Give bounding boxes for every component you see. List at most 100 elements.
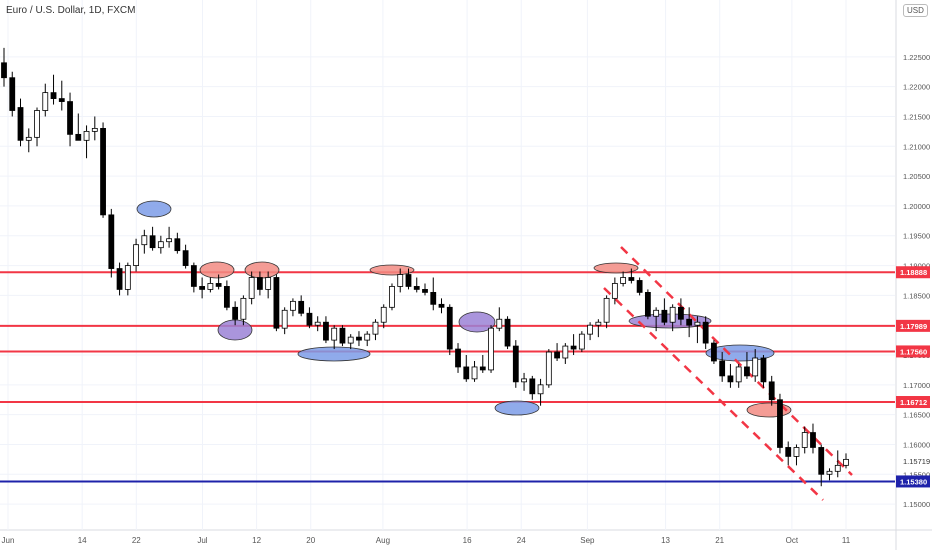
candle-up <box>124 265 131 290</box>
candle-down <box>67 101 73 135</box>
x-tick-label: Sep <box>580 536 595 545</box>
candle-up <box>364 333 371 341</box>
price-tag-label: 1.17989 <box>900 322 927 331</box>
price-tags: 1.18888 1.17989 1.17560 1.16712 1.15380 1.157… <box>896 266 930 488</box>
chart-title: Euro / U.S. Dollar, 1D, FXCM <box>6 5 136 16</box>
candle-up <box>141 235 148 246</box>
candle-down <box>232 306 239 320</box>
x-tick-label: 16 <box>463 536 472 545</box>
candle-down <box>306 312 313 326</box>
candle-up <box>372 321 379 335</box>
candle-down <box>529 378 536 395</box>
candle-down <box>405 274 412 287</box>
candle-down <box>727 375 734 383</box>
candle-up <box>801 432 808 448</box>
candle-up <box>587 324 593 335</box>
y-tick-label: 1.21000 <box>903 142 930 151</box>
x-tick-label: 14 <box>78 536 87 545</box>
candle-down <box>190 265 197 287</box>
candle-down <box>438 303 445 308</box>
price-tag-label: 1.16712 <box>900 398 927 407</box>
x-tick-label: 11 <box>842 536 851 545</box>
candle-up <box>166 238 172 243</box>
candle-up <box>752 357 759 377</box>
price-tag <box>896 319 930 332</box>
candle-down <box>50 92 57 99</box>
candle-down <box>504 318 511 347</box>
highlight-ellipse-blue <box>297 346 371 362</box>
candle-up <box>620 277 627 284</box>
y-tick-label: 1.22000 <box>903 83 930 92</box>
candle-up <box>793 447 800 457</box>
candle-up <box>207 283 214 290</box>
candle-down <box>768 381 775 401</box>
candle-down <box>636 280 643 293</box>
candle-down <box>711 342 717 362</box>
candle-up <box>380 306 387 323</box>
trend-channel-line <box>620 246 853 476</box>
candle-down <box>818 447 825 475</box>
currency-button[interactable]: USD <box>903 4 928 17</box>
candle-up <box>42 92 49 111</box>
candle-up <box>611 283 618 299</box>
highlight-ellipses[interactable] <box>136 200 792 418</box>
candle-down <box>199 286 206 290</box>
x-tick-label: 13 <box>661 536 670 545</box>
candle-down <box>323 321 329 341</box>
candle-down <box>116 268 123 290</box>
candle-down <box>257 277 263 290</box>
candle-down <box>430 291 437 305</box>
candle-up <box>595 321 602 326</box>
candle-down <box>446 306 453 350</box>
candle-up <box>91 127 98 132</box>
price-tag-label: 1.15380 <box>900 477 927 486</box>
y-tick-label: 1.19000 <box>903 262 930 271</box>
trend-channel[interactable] <box>603 246 853 501</box>
highlight-ellipse-red <box>244 261 280 279</box>
candle-up <box>521 378 527 383</box>
candle-up <box>735 366 742 383</box>
candle-up <box>562 345 569 359</box>
y-tick-label: 1.15500 <box>903 470 930 479</box>
y-tick-label: 1.17000 <box>903 381 930 390</box>
candle-down <box>810 432 816 448</box>
candle-up <box>34 110 40 138</box>
candle-down <box>17 107 24 141</box>
x-tick-label: 22 <box>132 536 141 545</box>
candle-up <box>240 297 247 320</box>
candle-down <box>174 238 181 252</box>
highlight-ellipse-red <box>593 262 639 274</box>
candle-up <box>545 351 552 386</box>
candle-down <box>463 366 470 380</box>
candles <box>1 47 849 487</box>
candle-down <box>422 289 428 293</box>
candle-down <box>570 345 577 350</box>
candle-down <box>339 327 346 344</box>
candle-down <box>744 366 750 377</box>
y-tick-label: 1.15000 <box>903 500 930 509</box>
candle-down <box>479 366 486 371</box>
candle-down <box>455 348 461 368</box>
y-tick-label: 1.18500 <box>903 291 930 300</box>
candle-down <box>512 345 519 383</box>
candle-up <box>653 309 660 317</box>
candle-down <box>223 286 230 308</box>
candle-up <box>347 336 354 344</box>
candle-down <box>628 277 635 281</box>
candle-up <box>389 286 395 308</box>
candle-up <box>834 464 841 472</box>
x-tick-label: Aug <box>376 536 390 545</box>
candle-up <box>25 136 32 141</box>
y-tick-label: 1.16000 <box>903 440 930 449</box>
candle-down <box>702 321 709 344</box>
candle-down <box>100 127 106 216</box>
candle-down <box>661 309 668 323</box>
candle-down <box>1 62 7 79</box>
candle-up <box>537 384 544 395</box>
price-tag-label: 1.18888 <box>900 268 927 277</box>
candle-up <box>826 470 833 475</box>
candle-up <box>669 306 676 323</box>
candle-up <box>488 327 494 371</box>
